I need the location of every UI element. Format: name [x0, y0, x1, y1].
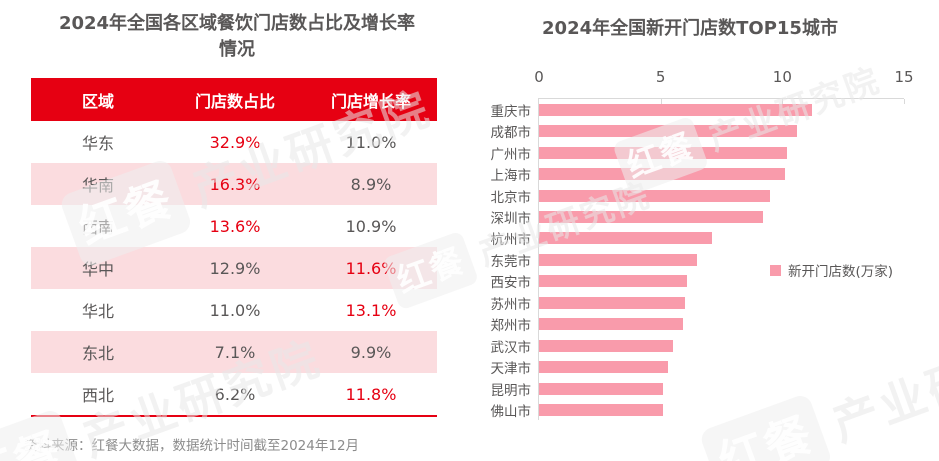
region-table-body: 华东 32.9% 11.0% 华南 16.3% 8.9% 西南 13.6% 10.9% 华中 12.…	[31, 121, 437, 415]
category-label: 上海市	[490, 168, 532, 185]
category-label: 佛山市	[490, 404, 532, 421]
table-row: 东北 7.1% 9.9%	[31, 331, 437, 373]
growth-cell: 8.9%	[350, 174, 392, 194]
bar-row: 北京市	[491, 185, 904, 206]
x-axis-tick-label: 15	[894, 68, 914, 86]
bar	[539, 339, 673, 352]
bar-row: 佛山市	[491, 399, 904, 420]
growth-cell: 11.6%	[345, 258, 397, 278]
share-cell: 16.3%	[209, 174, 261, 194]
category-label: 东莞市	[490, 253, 532, 270]
bar-plot: 0 5 10 15 重庆市成都市广州市上海市北京市深圳市杭州市东莞市西安市苏州市…	[491, 68, 914, 420]
bar	[539, 168, 785, 181]
column-header-share: 门店数占比	[194, 91, 275, 111]
bar	[539, 103, 812, 116]
bar	[539, 318, 683, 331]
category-label: 天津市	[490, 361, 532, 378]
bar-row: 天津市	[491, 356, 904, 377]
legend-label: 新开门店数(万家)	[788, 264, 894, 280]
table-row: 华中 12.9% 11.6%	[31, 247, 437, 289]
x-axis-tick-label: 10	[772, 68, 792, 86]
region-table-title-line1: 2024年全国各区域餐饮门店数占比及增长率	[58, 13, 416, 34]
category-label: 重庆市	[490, 103, 532, 120]
x-axis-tick-mark	[904, 99, 905, 104]
data-source-note: 资料来源：红餐大数据，数据统计时间截至2024年12月	[24, 438, 360, 454]
table-row: 西南 13.6% 10.9%	[31, 205, 437, 247]
table-row: 华南 16.3% 8.9%	[31, 163, 437, 205]
growth-cell: 11.0%	[345, 132, 397, 152]
category-label: 郑州市	[490, 318, 532, 335]
bar	[539, 146, 788, 159]
region-cell: 华东	[81, 134, 114, 153]
category-label: 苏州市	[490, 296, 532, 313]
bar-row: 武汉市	[491, 335, 904, 356]
x-axis-tick-mark	[660, 99, 662, 104]
category-label: 西安市	[490, 275, 532, 292]
region-cell: 西北	[81, 386, 114, 405]
share-cell: 32.9%	[209, 132, 261, 152]
region-table-header: 区域 门店数占比 门店增长率	[31, 78, 437, 121]
table-row: 华北 11.0% 13.1%	[31, 289, 437, 331]
legend-swatch	[770, 264, 781, 276]
table-row: 西北 6.2% 11.8%	[31, 373, 437, 415]
bar	[539, 404, 664, 417]
category-label: 成都市	[490, 125, 532, 142]
bar	[539, 232, 712, 245]
growth-cell: 11.8%	[345, 384, 397, 404]
category-label: 昆明市	[490, 382, 532, 399]
region-cell: 东北	[81, 344, 114, 363]
growth-cell: 13.1%	[345, 300, 397, 320]
bar	[539, 275, 688, 288]
category-label: 广州市	[490, 146, 532, 163]
region-table-title: 2024年全国各区域餐饮门店数占比及增长率 情况	[18, 11, 456, 63]
x-axis-tick-mark	[782, 99, 784, 104]
region-cell: 华北	[81, 302, 114, 321]
bar	[539, 189, 771, 202]
bar-row: 昆明市	[491, 378, 904, 399]
share-cell: 7.1%	[214, 342, 256, 362]
bar-row: 苏州市	[491, 292, 904, 313]
region-cell: 华中	[81, 260, 114, 279]
category-label: 武汉市	[490, 339, 532, 356]
region-cell: 华南	[81, 176, 114, 195]
category-label: 北京市	[490, 189, 532, 206]
bar-row: 郑州市	[491, 314, 904, 335]
bar-row: 成都市	[491, 120, 904, 141]
column-header-growth: 门店增长率	[330, 91, 411, 111]
category-label: 杭州市	[490, 232, 532, 249]
table-row: 华东 32.9% 11.0%	[31, 121, 437, 163]
bar	[539, 210, 763, 223]
region-cell: 西南	[81, 218, 114, 237]
column-header-region: 区域	[81, 91, 114, 111]
share-cell: 13.6%	[209, 216, 261, 236]
region-table: 区域 门店数占比 门店增长率 华东 32.9% 11.0% 华南 16.3% 8.9% 西南…	[31, 78, 437, 417]
bar-row: 上海市	[491, 163, 904, 184]
x-axis-tick-label: 5	[655, 68, 666, 86]
growth-cell: 9.9%	[350, 342, 392, 362]
region-table-title-line2: 情况	[219, 39, 255, 60]
x-axis-tick-label: 0	[534, 68, 544, 86]
bar	[539, 361, 668, 374]
bar-row: 西安市	[491, 271, 904, 292]
bar	[539, 253, 698, 266]
bar-row: 深圳市	[491, 206, 904, 227]
bar-row: 重庆市	[491, 99, 904, 120]
bar-row: 杭州市	[491, 228, 904, 249]
category-label: 深圳市	[490, 210, 532, 227]
bar-row: 东莞市	[491, 249, 904, 270]
share-cell: 6.2%	[214, 384, 256, 404]
bar-row: 广州市	[491, 142, 904, 163]
share-cell: 12.9%	[209, 258, 261, 278]
growth-cell: 10.9%	[345, 216, 397, 236]
bar	[539, 296, 685, 309]
bar	[539, 125, 797, 138]
chart-legend: 新开门店数(万家)	[770, 260, 893, 280]
bar-chart-title: 2024年全国新开门店数TOP15城市	[542, 18, 838, 39]
bar	[539, 382, 664, 395]
share-cell: 11.0%	[209, 300, 261, 320]
